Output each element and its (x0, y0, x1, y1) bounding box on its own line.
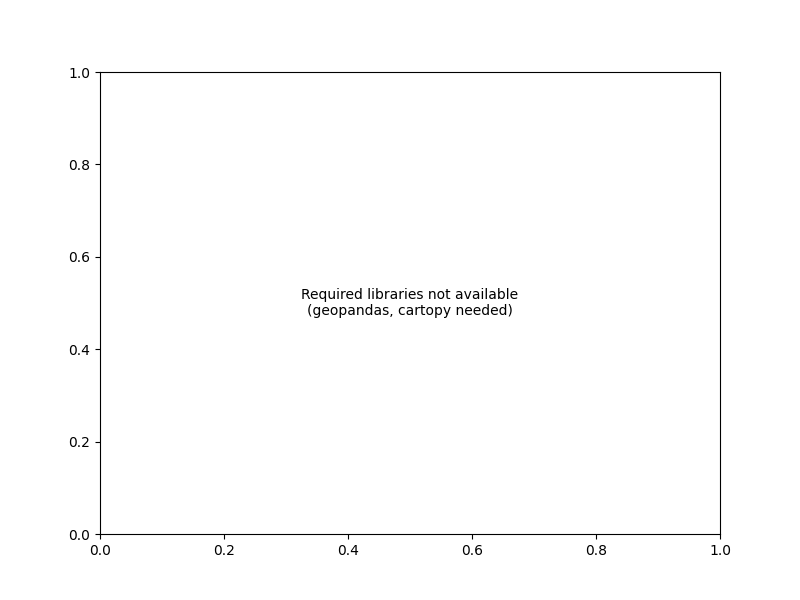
Text: Required libraries not available
(geopandas, cartopy needed): Required libraries not available (geopan… (302, 288, 518, 318)
